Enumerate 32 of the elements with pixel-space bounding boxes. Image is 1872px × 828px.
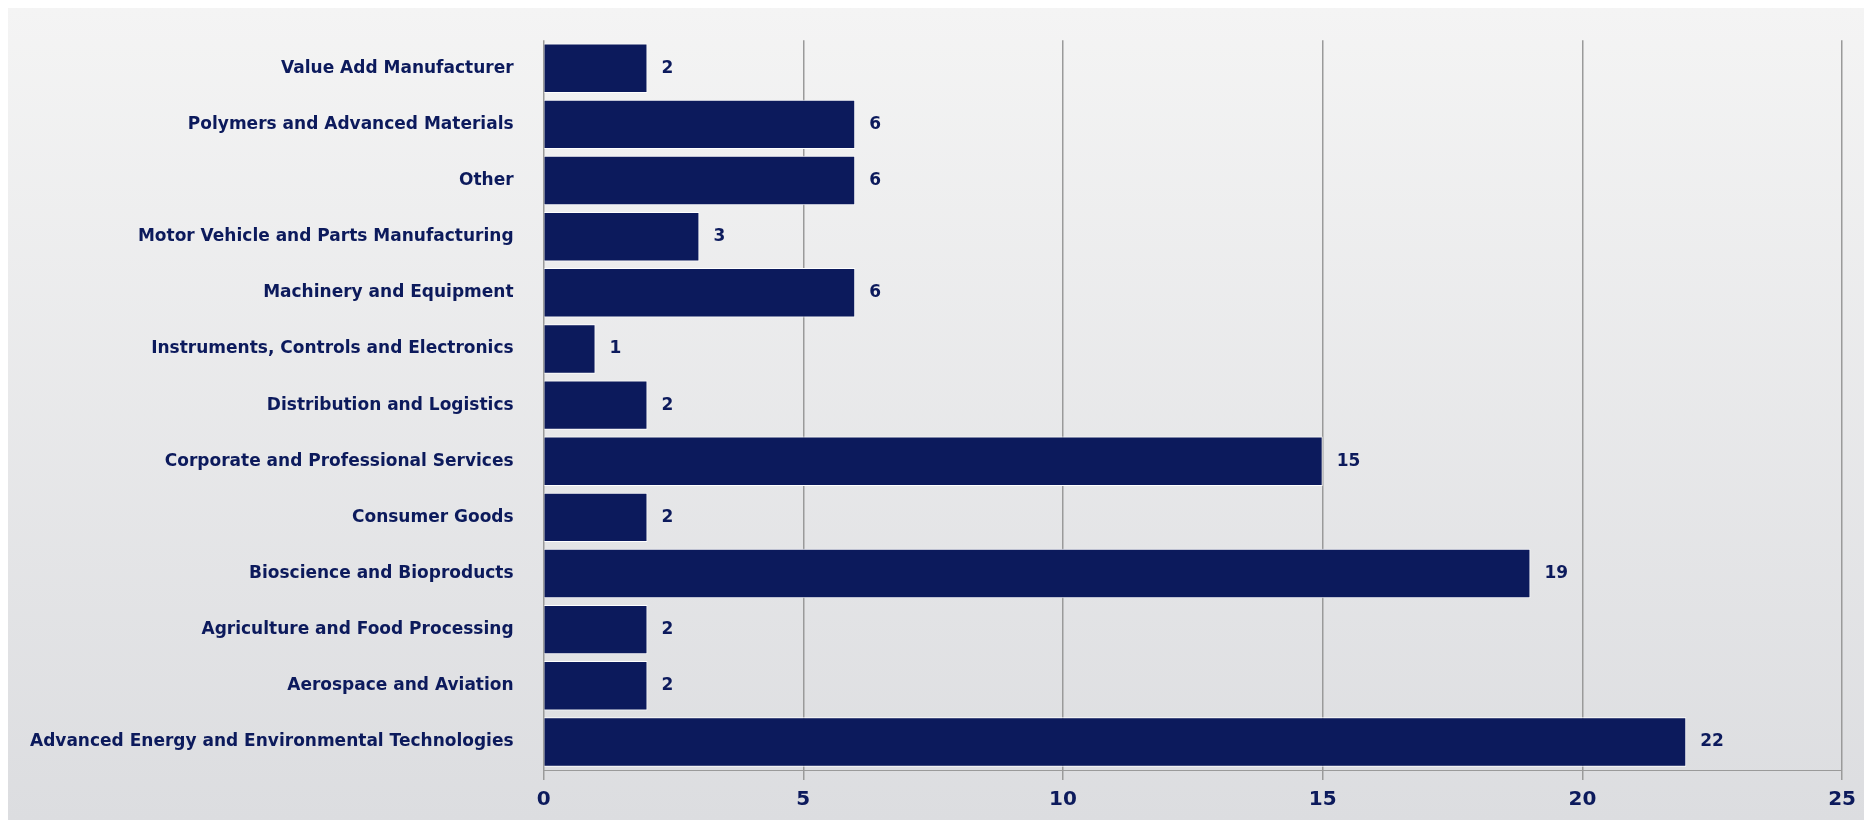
data-label: 22 — [1700, 730, 1724, 751]
data-label: 2 — [661, 674, 674, 695]
data-label: 6 — [869, 281, 882, 302]
y-tick-label: Polymers and Advanced Materials — [187, 112, 514, 133]
y-tick-label: Consumer Goods — [351, 505, 514, 526]
y-tick-label: Value Add Manufacturer — [281, 56, 515, 77]
y-tick-label: Instruments, Controls and Electronics — [151, 337, 514, 358]
data-label: 2 — [661, 505, 674, 526]
data-label: 1 — [609, 337, 622, 358]
x-tick-label: 20 — [1568, 786, 1597, 811]
y-tick-label: Other — [458, 168, 515, 189]
data-label: 6 — [869, 168, 882, 189]
y-tick-label: Corporate and Professional Services — [164, 449, 514, 470]
y-tick-label: Motor Vehicle and Parts Manufacturing — [137, 225, 514, 246]
data-label: 19 — [1544, 561, 1569, 582]
y-tick-label: Bioscience and Bioproducts — [248, 561, 514, 582]
y-tick-label: Aerospace and Aviation — [287, 674, 514, 695]
data-label: 6 — [869, 112, 882, 133]
x-tick-label: 10 — [1049, 786, 1077, 811]
data-label: 15 — [1336, 449, 1361, 470]
y-tick-label: Advanced Energy and Environmental Technologies — [29, 730, 514, 751]
y-tick-label: Distribution and Logistics — [266, 393, 514, 414]
y-tick-label: Agriculture and Food Processing — [201, 618, 514, 639]
x-tick-label: 15 — [1308, 786, 1337, 811]
data-label: 2 — [661, 56, 674, 77]
y-tick-label: Machinery and Equipment — [263, 281, 514, 302]
x-tick-label: 25 — [1828, 786, 1857, 811]
x-tick-label: 0 — [536, 786, 551, 811]
x-tick-label: 5 — [796, 786, 811, 811]
data-label: 2 — [661, 618, 674, 639]
data-label: 2 — [661, 393, 674, 414]
data-label: 3 — [713, 225, 726, 246]
